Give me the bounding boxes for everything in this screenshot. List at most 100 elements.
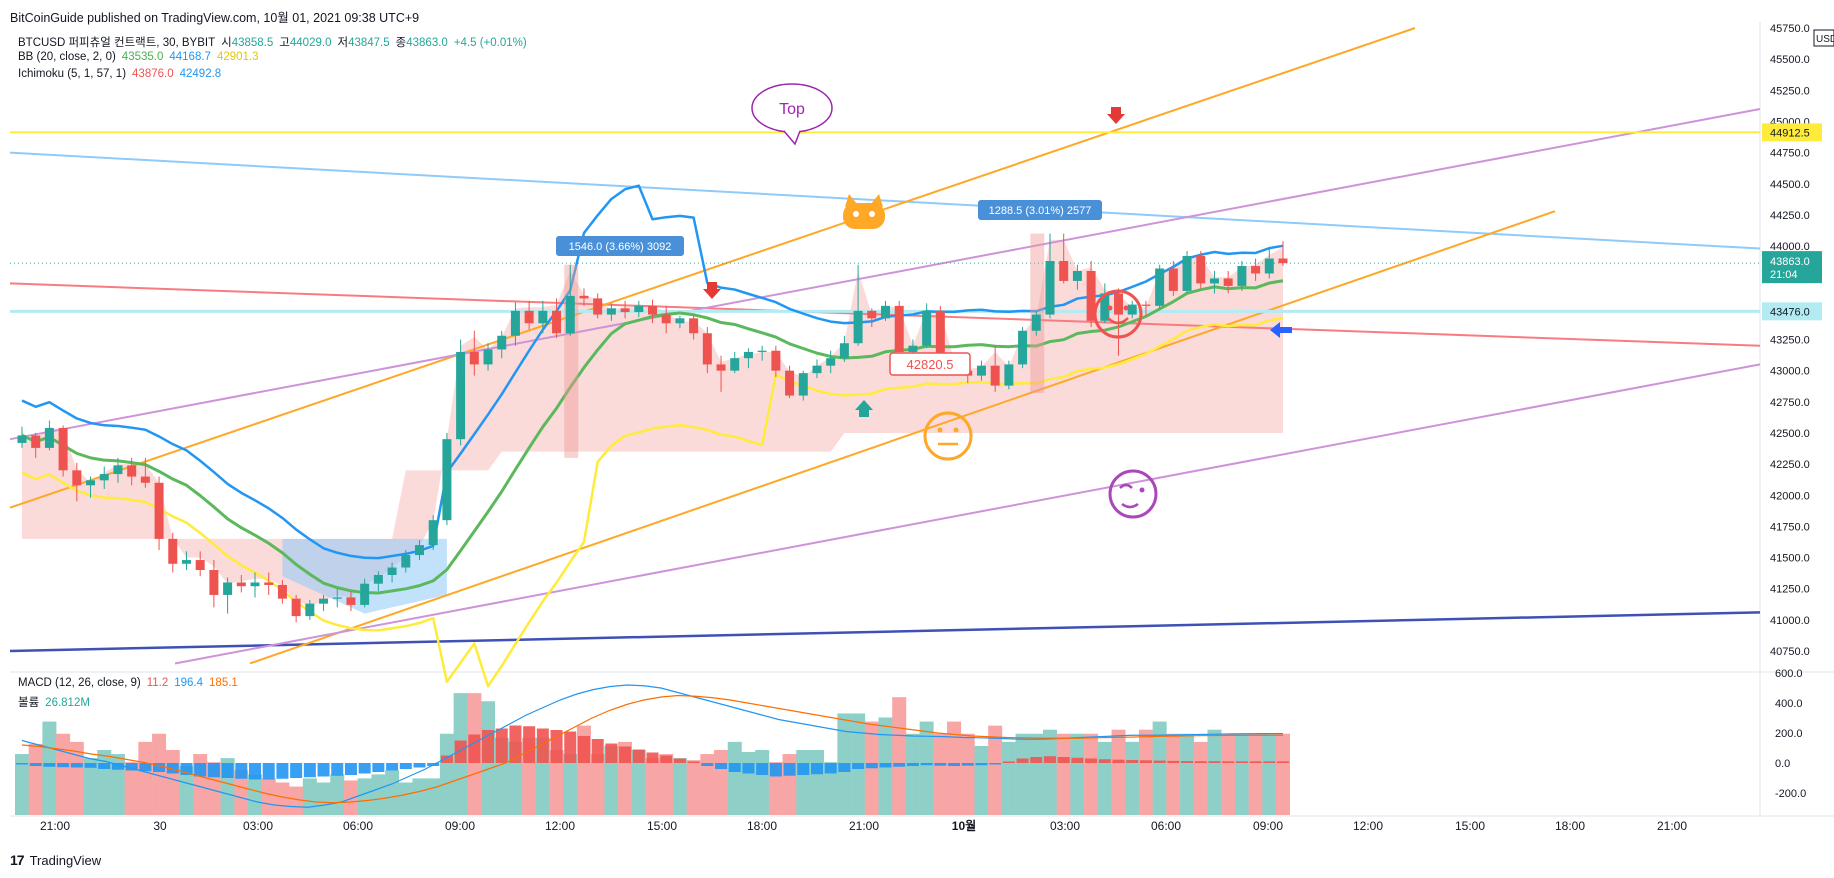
symbol-name: BTCUSD 퍼피츄얼 컨트랙트, 30, BYBIT bbox=[18, 37, 216, 49]
volume-bar bbox=[714, 750, 729, 815]
macd-hist-bar bbox=[70, 763, 83, 768]
volume-bar bbox=[439, 733, 454, 815]
candle-body bbox=[1168, 268, 1178, 291]
cat-icon bbox=[843, 194, 885, 229]
top-bubble-text: Top bbox=[779, 101, 805, 118]
macd-hist-bar bbox=[1112, 759, 1125, 763]
candle-body bbox=[990, 365, 1000, 386]
volume-bar bbox=[1234, 733, 1249, 815]
macd-hist-bar bbox=[605, 743, 618, 763]
time-tick-label: 21:00 bbox=[1657, 819, 1687, 833]
volume-bar bbox=[933, 733, 948, 815]
volume-bar bbox=[672, 758, 687, 815]
macd-hist-bar bbox=[57, 763, 70, 768]
candle-body bbox=[154, 482, 164, 539]
macd-hist-bar bbox=[399, 763, 412, 769]
candle-body bbox=[1209, 278, 1219, 284]
candle-body bbox=[1155, 268, 1165, 306]
volume-bar bbox=[1166, 733, 1181, 815]
candle-body bbox=[1141, 304, 1151, 306]
candle-body bbox=[1264, 258, 1274, 274]
macd-hist-bar bbox=[687, 761, 700, 763]
volume-bar bbox=[1180, 733, 1195, 815]
candle-body bbox=[113, 465, 123, 475]
tradingview-logo-icon: 17 bbox=[10, 852, 25, 868]
ichimoku-v2: 42492.8 bbox=[179, 68, 222, 80]
macd-hist-bar bbox=[276, 763, 289, 779]
price-tick-label: 45250.0 bbox=[1770, 85, 1810, 97]
published-header: BitCoinGuide published on TradingView.co… bbox=[10, 11, 420, 25]
arrow-down-icon bbox=[1107, 107, 1125, 124]
macd-hist-bar bbox=[838, 763, 851, 772]
macd-hist-bar bbox=[495, 728, 508, 763]
time-tick-label: 09:00 bbox=[1253, 819, 1283, 833]
volume-name: 볼륨 bbox=[18, 697, 40, 709]
macd-hist-bar bbox=[331, 763, 344, 776]
ichimoku-legend: Ichimoku (5, 1, 57, 1) 43876.0 42492.8 bbox=[18, 68, 227, 80]
volume-bar bbox=[755, 750, 770, 815]
macd-hist-bar bbox=[1263, 761, 1276, 763]
arrow-down-icon bbox=[703, 282, 721, 299]
candle-body bbox=[771, 350, 781, 371]
volume-bar bbox=[1084, 733, 1099, 815]
volume-bar bbox=[1111, 729, 1126, 815]
volume-bar bbox=[741, 752, 756, 815]
countdown-label: 21:04 bbox=[1770, 269, 1798, 281]
price-tick-label: 45500.0 bbox=[1770, 54, 1810, 66]
volume-bar bbox=[165, 750, 180, 815]
volume-bar bbox=[960, 733, 975, 815]
macd-axis: 600.0 400.0 200.0 0.0 -200.0 bbox=[1775, 668, 1806, 800]
volume-bar bbox=[686, 760, 701, 815]
candle-body bbox=[1031, 314, 1041, 331]
macd-hist-bar bbox=[1249, 761, 1262, 763]
candle-body bbox=[58, 427, 68, 471]
volume-bar bbox=[234, 770, 249, 815]
face-eye bbox=[937, 427, 943, 433]
candle-body bbox=[1059, 261, 1069, 281]
macd-hist-bar bbox=[673, 758, 686, 763]
candle-body bbox=[99, 474, 109, 481]
macd-hist-bar bbox=[961, 763, 974, 766]
macd-hist-bar bbox=[920, 763, 933, 766]
candle-body bbox=[305, 603, 315, 617]
macd-hist-bar bbox=[372, 763, 385, 772]
volume-bar bbox=[357, 778, 372, 815]
candle-body bbox=[1086, 270, 1096, 321]
volume-bar bbox=[1015, 733, 1030, 815]
volume-bar bbox=[549, 750, 564, 815]
price-tick-label: 41500.0 bbox=[1770, 553, 1810, 565]
macd-hist-bar bbox=[701, 763, 714, 766]
candle-body bbox=[606, 308, 616, 315]
volume-bar bbox=[371, 774, 386, 815]
candle-body bbox=[538, 310, 548, 324]
face-mouth bbox=[1107, 317, 1129, 325]
arrow-left-icon bbox=[1270, 322, 1292, 338]
candle-body bbox=[346, 597, 356, 605]
candle-body bbox=[1251, 265, 1261, 274]
ichimoku-v1: 43876.0 bbox=[132, 68, 174, 80]
face-mouth bbox=[1121, 502, 1139, 509]
macd-value: 196.4 bbox=[174, 677, 204, 689]
volume-bar bbox=[1042, 729, 1057, 815]
candle-body bbox=[277, 584, 287, 599]
volume-bar bbox=[124, 762, 139, 815]
macd-hist-bar bbox=[1098, 759, 1111, 763]
macd-hist-bar bbox=[1181, 761, 1194, 763]
tradingview-brand: TradingView bbox=[29, 852, 102, 868]
volume-bar bbox=[1056, 733, 1071, 815]
volume-bar bbox=[289, 786, 304, 815]
macd-hist-bar bbox=[262, 763, 275, 780]
dizzy-face-icon bbox=[1108, 469, 1158, 519]
macd-hist: 11.2 bbox=[146, 677, 169, 689]
macd-hist-bar bbox=[893, 763, 906, 767]
face-eye bbox=[1119, 483, 1133, 489]
volume-bar bbox=[398, 782, 413, 815]
neutral-face-icon bbox=[923, 411, 973, 461]
macd-hist-bar bbox=[440, 755, 453, 763]
macd-hist-bar bbox=[84, 763, 97, 768]
volume-bar bbox=[700, 754, 715, 815]
volume-bar bbox=[631, 750, 646, 815]
macd-hist-bar bbox=[728, 763, 741, 772]
price-tick-label: 45750.0 bbox=[1770, 23, 1810, 35]
